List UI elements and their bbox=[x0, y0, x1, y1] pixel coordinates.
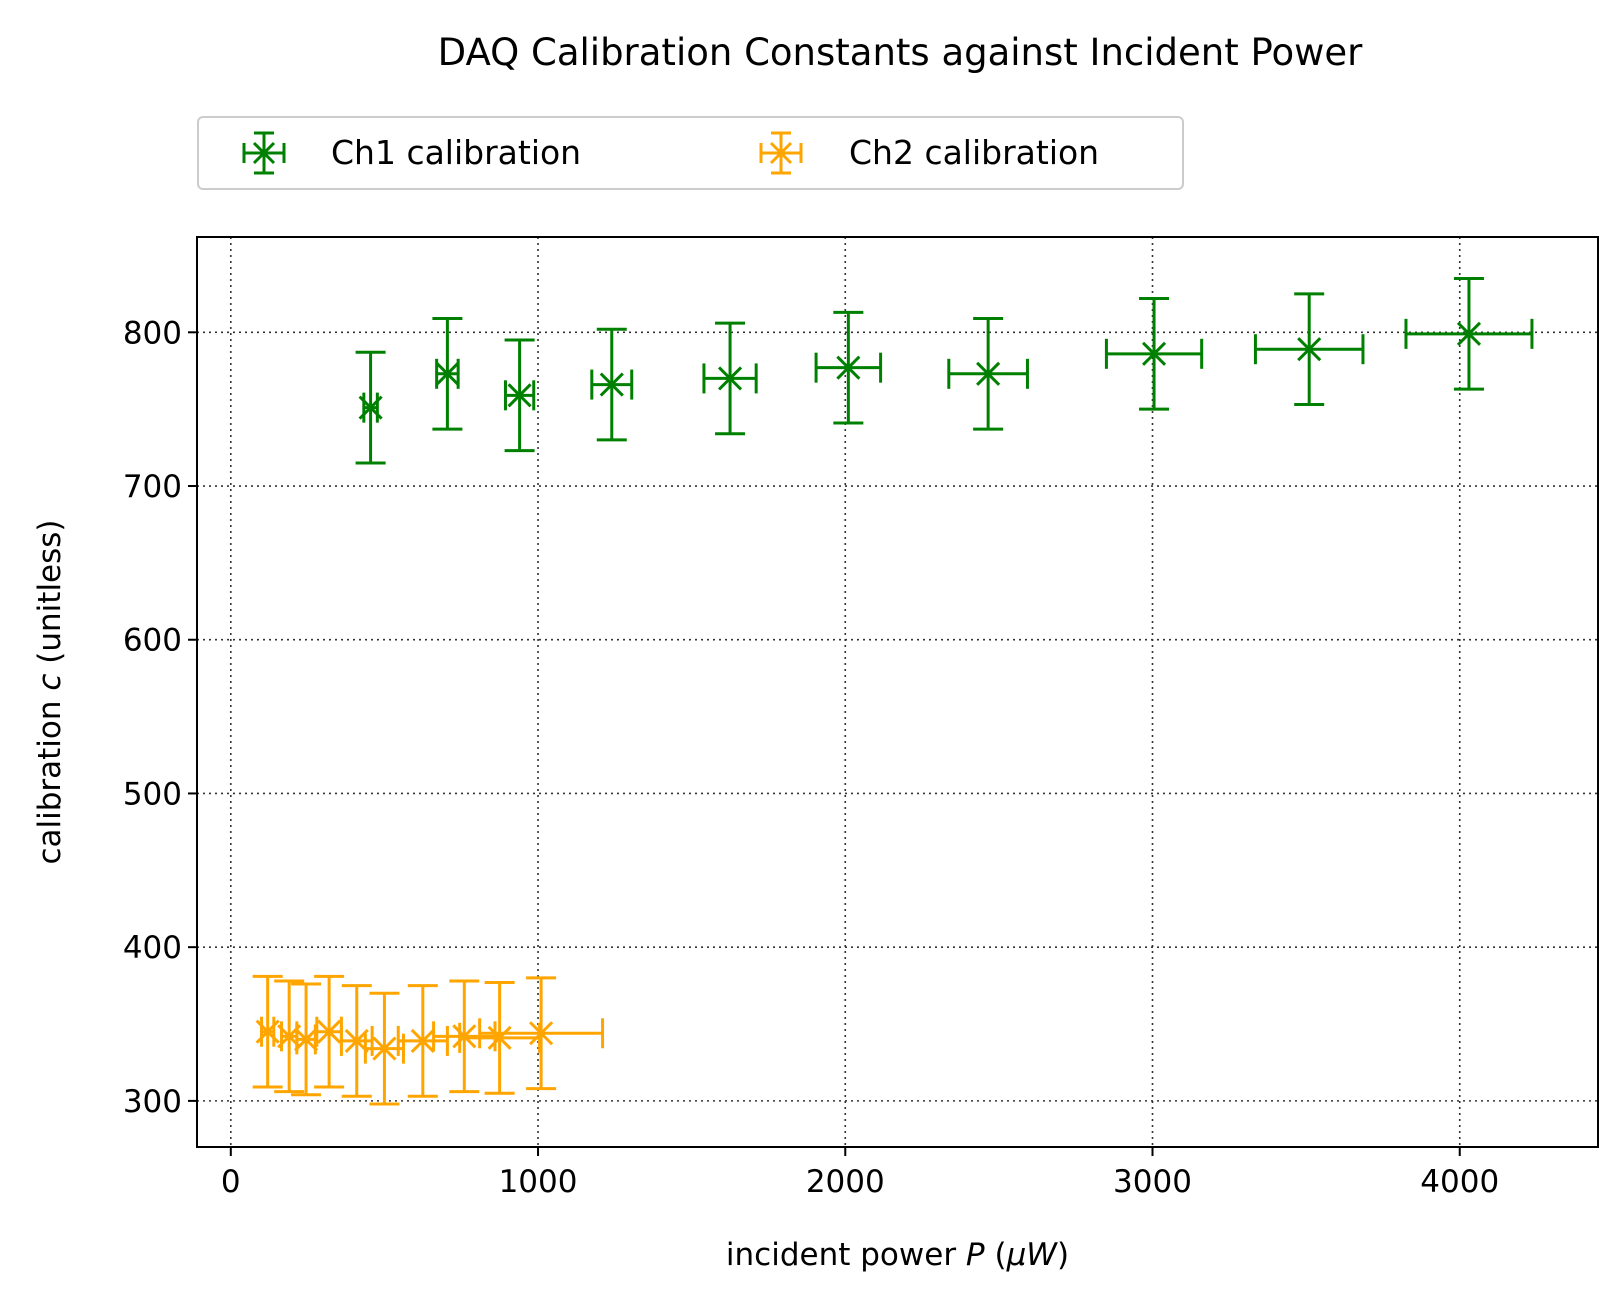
x-marker bbox=[487, 1025, 512, 1050]
x-axis-label-part: incident power bbox=[726, 1237, 966, 1273]
x-marker bbox=[317, 1019, 342, 1044]
data-point bbox=[1104, 296, 1204, 411]
x-marker bbox=[599, 372, 624, 397]
x-marker bbox=[358, 395, 383, 420]
x-marker bbox=[976, 361, 1001, 386]
data-point bbox=[814, 310, 883, 425]
y-axis-label: calibration c (unitless) bbox=[32, 519, 68, 864]
plot-series bbox=[252, 277, 1534, 1106]
x-marker bbox=[769, 141, 793, 165]
x-axis-label-part: ) bbox=[1057, 1237, 1069, 1273]
x-marker bbox=[1141, 341, 1167, 366]
data-point bbox=[252, 974, 283, 1089]
x-tick-label: 3000 bbox=[1113, 1164, 1192, 1200]
x-tick-label: 0 bbox=[221, 1164, 241, 1200]
legend-handle-ch1 bbox=[242, 131, 286, 175]
x-axis-label-symbol: P bbox=[966, 1237, 985, 1273]
x-marker bbox=[1456, 321, 1482, 346]
x-axis-label-part: ( bbox=[985, 1237, 1007, 1273]
legend-frame bbox=[197, 116, 1184, 190]
x-tick-label: 1000 bbox=[499, 1164, 578, 1200]
y-axis-label-part: calibration bbox=[32, 691, 68, 865]
x-tick-label: 2000 bbox=[806, 1164, 885, 1200]
y-tick-label: 600 bbox=[123, 623, 182, 659]
legend-label-ch2: Ch2 calibration bbox=[849, 133, 1099, 172]
x-marker bbox=[252, 141, 276, 165]
legend-handle-ch2 bbox=[759, 131, 803, 175]
data-point bbox=[702, 321, 758, 436]
y-axis-label-symbol: c bbox=[32, 674, 68, 691]
data-point bbox=[396, 984, 449, 1098]
chart-title: DAQ Calibration Constants against Incide… bbox=[438, 31, 1364, 74]
x-marker bbox=[1297, 337, 1322, 362]
data-point bbox=[478, 976, 605, 1091]
legend-label-ch1: Ch1 calibration bbox=[331, 133, 581, 172]
x-axis-label: incident power P (μW) bbox=[726, 1237, 1069, 1273]
y-tick-label: 500 bbox=[123, 776, 182, 812]
data-point bbox=[339, 984, 374, 1098]
data-point bbox=[291, 982, 322, 1097]
series-1 bbox=[355, 277, 1534, 465]
x-marker bbox=[255, 1019, 280, 1044]
x-marker bbox=[507, 383, 532, 408]
series-2 bbox=[252, 974, 605, 1106]
data-point bbox=[947, 316, 1029, 431]
data-point bbox=[1253, 292, 1365, 407]
y-tick-label: 700 bbox=[123, 469, 182, 505]
x-marker bbox=[452, 1024, 477, 1049]
data-point bbox=[432, 316, 463, 431]
x-marker bbox=[372, 1036, 397, 1061]
data-point bbox=[590, 327, 634, 442]
x-marker bbox=[529, 1021, 554, 1046]
data-point bbox=[1404, 277, 1534, 391]
x-marker bbox=[717, 366, 743, 391]
data-point bbox=[355, 350, 386, 465]
plot-frame bbox=[196, 236, 1599, 1148]
data-point bbox=[503, 338, 536, 453]
data-point bbox=[314, 974, 345, 1089]
data-point bbox=[432, 979, 497, 1094]
y-tick-label: 800 bbox=[123, 315, 182, 351]
y-axis-label-part: (unitless) bbox=[32, 519, 68, 673]
x-marker bbox=[435, 361, 460, 386]
x-tick-label: 4000 bbox=[1420, 1164, 1499, 1200]
axis-ticks: 0 1000 2000 3000 4000 300 400 500 600 700 800 bbox=[123, 315, 1499, 1200]
x-marker bbox=[294, 1027, 319, 1052]
y-tick-label: 300 bbox=[123, 1084, 182, 1120]
y-tick-label: 400 bbox=[123, 930, 182, 966]
x-marker bbox=[410, 1028, 435, 1054]
data-point bbox=[458, 981, 542, 1095]
data-point bbox=[363, 991, 405, 1106]
x-marker bbox=[836, 355, 861, 380]
x-axis-label-unit: μW bbox=[1006, 1237, 1059, 1273]
legend: Ch1 calibration Ch2 calibration bbox=[197, 116, 1184, 190]
